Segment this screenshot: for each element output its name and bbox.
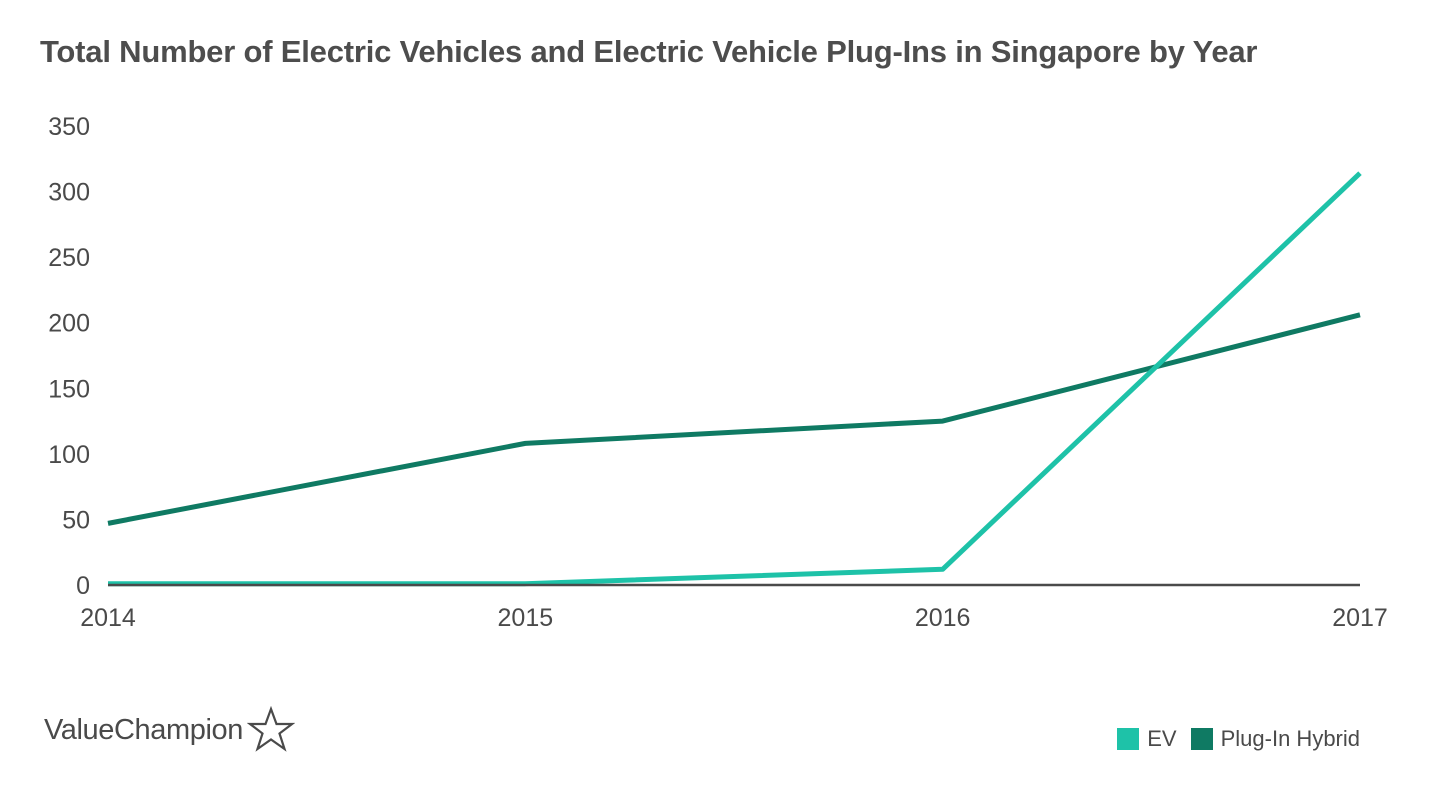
legend-label-ev: EV <box>1147 726 1177 751</box>
brand-name: ValueChampion <box>44 713 244 746</box>
chart-title: Total Number of Electric Vehicles and El… <box>40 34 1258 69</box>
legend-swatch-plug-in-hybrid <box>1190 728 1213 750</box>
x-tick-label: 2016 <box>915 604 971 632</box>
y-tick-label: 100 <box>48 441 90 469</box>
x-tick-label: 2017 <box>1332 604 1388 632</box>
y-tick-label: 50 <box>62 506 90 534</box>
star-outline-icon <box>247 706 296 752</box>
series-line-plug-in-hybrid <box>107 312 1361 526</box>
legend-label-plug-in-hybrid: Plug-In Hybrid <box>1220 726 1360 751</box>
x-tick-label: 2014 <box>80 604 136 632</box>
y-tick-label: 350 <box>48 113 90 141</box>
y-tick-label: 250 <box>48 244 90 272</box>
legend-swatch-ev <box>1117 728 1140 750</box>
y-tick-label: 0 <box>76 572 90 600</box>
y-tick-label: 200 <box>48 310 90 338</box>
brand-logo: ValueChampion <box>44 706 296 754</box>
legend-item-ev: EV <box>1117 726 1177 752</box>
series-line-ev <box>108 171 1362 587</box>
legend-item-plug-in-hybrid: Plug-In Hybrid <box>1190 726 1360 752</box>
y-tick-label: 300 <box>48 179 90 207</box>
y-tick-label: 150 <box>48 375 90 403</box>
chart-legend: EV Plug-In Hybrid <box>1117 726 1360 752</box>
x-tick-label: 2015 <box>498 604 554 632</box>
